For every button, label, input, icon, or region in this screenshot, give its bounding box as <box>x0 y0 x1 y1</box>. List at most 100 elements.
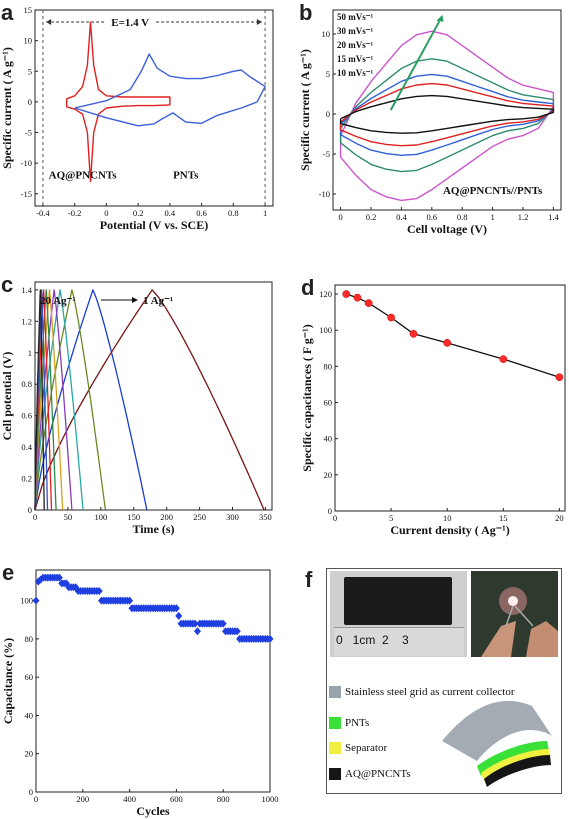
x-tick-label: 0.2 <box>366 212 377 222</box>
data-point <box>364 299 373 307</box>
rate-end-label: 1 Ag⁻¹ <box>143 295 173 307</box>
panel-label-d: d <box>301 275 314 300</box>
y-tick-label: 120 <box>319 289 332 299</box>
plot-frame <box>334 284 566 512</box>
x-tick-label: 250 <box>193 512 206 522</box>
legend-label: AQ@PNCNTs <box>345 768 411 780</box>
x-tick-label: 800 <box>217 794 230 804</box>
data-point <box>175 611 183 620</box>
x-tick-label: 50 <box>64 512 73 522</box>
y-tick-label: 0 <box>326 109 330 119</box>
x-tick-label: 600 <box>170 794 183 804</box>
x-tick-label: 1 <box>490 212 494 222</box>
x-tick-label: 1 <box>263 208 267 218</box>
annotation-pnts: PNTs <box>173 169 199 181</box>
x-tick-label: 400 <box>123 794 136 804</box>
x-tick-label: 350 <box>259 512 272 522</box>
x-tick-label: -0.2 <box>68 208 81 218</box>
x-tick-label: 5 <box>389 513 393 523</box>
series-aq-pncnts <box>66 21 171 183</box>
legend-swatch <box>329 742 341 754</box>
legend-label: PNTs <box>345 717 370 729</box>
y-axis-label: Cell potential (V) <box>0 352 14 441</box>
data-point <box>191 619 199 628</box>
y-tick-label: 0 <box>28 505 32 515</box>
plot-frame <box>35 569 271 793</box>
x-tick-label: 10 <box>443 513 452 523</box>
data-point <box>172 604 180 613</box>
data-point <box>193 627 201 636</box>
annotation-aq-pncnts: AQ@PNCNTs <box>49 169 118 181</box>
y-tick-label: -10 <box>21 158 32 168</box>
x-tick-label: 15 <box>499 513 508 523</box>
series-rate-4 <box>339 94 555 134</box>
legend-item-pnts: PNTs <box>329 716 369 730</box>
y-tick-label: 0.8 <box>21 379 32 389</box>
y-tick-label: -5 <box>25 128 32 138</box>
rate-label: 15 mVs⁻¹ <box>337 54 373 64</box>
rate-label: 20 mVs⁻¹ <box>337 40 373 50</box>
gcd-curve-5 <box>34 289 64 511</box>
x-tick-label: 0 <box>104 208 108 218</box>
electrode-photo: 0 1cm 2 3 <box>330 571 467 657</box>
x-axis-label: Cycles <box>136 804 170 818</box>
y-tick-label: 10 <box>24 36 33 46</box>
panel-label-f: f <box>305 567 313 592</box>
y-tick-label: -5 <box>323 149 330 159</box>
legend-item-current-collector: Stainless steel grid as current collecto… <box>329 685 515 699</box>
y-axis-label: Capacitance (%) <box>1 638 15 724</box>
rate-label: 30 mVs⁻¹ <box>337 26 373 36</box>
x-axis-label: Current density ( Ag⁻¹) <box>390 523 509 537</box>
y-tick-label: 0 <box>328 506 332 516</box>
window-arrowhead-right <box>256 19 262 25</box>
y-tick-label: 0.4 <box>21 442 32 452</box>
y-tick-label: -10 <box>319 189 330 199</box>
data-point <box>443 339 452 347</box>
device-annotation: AQ@PNCNTs//PNTs <box>443 185 543 197</box>
x-tick-label: 0.6 <box>196 208 207 218</box>
x-tick-label: 200 <box>76 794 89 804</box>
legend-label: Separator <box>345 742 388 754</box>
data-point <box>233 627 241 636</box>
rate-arrowhead <box>436 14 444 22</box>
window-label: E=1.4 V <box>111 17 149 29</box>
x-tick-label: -0.4 <box>36 208 50 218</box>
gcd-curve-2 <box>34 289 107 511</box>
data-point <box>555 373 564 382</box>
plot-frame <box>332 9 562 211</box>
x-tick-label: 0.8 <box>228 208 239 218</box>
y-tick-label: 5 <box>326 69 330 79</box>
rate-label: 50 mVs⁻¹ <box>337 12 373 22</box>
data-point <box>95 587 103 596</box>
y-tick-label: 1.4 <box>21 285 32 295</box>
x-axis-label: Potential (V vs. SCE) <box>100 218 208 232</box>
y-tick-label: 15 <box>24 5 33 15</box>
legend-swatch <box>329 686 341 698</box>
y-tick-label: 0.6 <box>21 411 32 421</box>
y-tick-label: 1 <box>28 348 32 358</box>
device-layers-illustration <box>442 700 552 787</box>
panel-f: 0 1cm 2 3 Stainless steel grid as curren… <box>305 567 562 794</box>
y-tick-label: 0 <box>28 97 32 107</box>
panel-label-b: b <box>299 0 312 25</box>
y-tick-label: 40 <box>25 710 34 720</box>
x-tick-label: 1.4 <box>548 212 559 222</box>
window-arrowhead-left <box>46 19 52 25</box>
x-tick-label: 1000 <box>262 794 279 804</box>
data-point <box>499 355 508 363</box>
y-tick-label: 60 <box>324 398 333 408</box>
led-illustration <box>471 571 558 657</box>
y-tick-label: 60 <box>25 672 34 682</box>
legend-swatch <box>329 717 341 729</box>
y-tick-label: 1.2 <box>21 316 32 326</box>
data-point <box>409 329 418 338</box>
panel-b: 0 0.2 0.4 0.6 0.8 1 1.2 1.4 -10 -5 0 5 10 Cell voltag… <box>298 0 562 236</box>
window-label-bg <box>105 14 156 28</box>
series-rate-2 <box>339 73 555 156</box>
panel-label-e: e <box>2 560 14 585</box>
data-point <box>126 596 134 605</box>
panel-label-a: a <box>1 0 14 25</box>
x-tick-label: 0.2 <box>133 208 144 218</box>
x-axis-label: Time (s) <box>132 522 174 536</box>
